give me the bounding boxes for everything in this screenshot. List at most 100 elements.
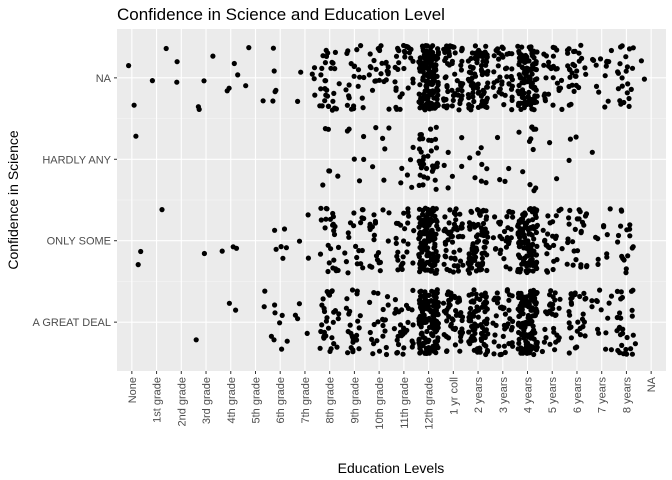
data-point bbox=[351, 73, 357, 79]
data-point bbox=[231, 60, 237, 67]
data-point bbox=[521, 245, 527, 251]
data-point bbox=[491, 69, 497, 75]
data-point bbox=[411, 228, 417, 234]
data-point bbox=[480, 53, 487, 59]
data-point bbox=[478, 145, 484, 151]
data-point bbox=[595, 326, 601, 332]
data-point bbox=[334, 344, 340, 350]
data-point bbox=[402, 226, 408, 232]
data-point bbox=[469, 209, 475, 215]
data-point bbox=[395, 220, 401, 227]
data-point bbox=[550, 102, 556, 108]
data-point bbox=[469, 333, 475, 339]
data-point bbox=[435, 92, 441, 98]
data-point bbox=[345, 230, 351, 236]
data-point bbox=[447, 43, 453, 49]
data-point bbox=[138, 248, 144, 255]
data-point bbox=[371, 321, 377, 328]
data-point bbox=[598, 307, 604, 313]
data-point bbox=[346, 126, 352, 132]
data-point bbox=[430, 333, 436, 339]
data-point bbox=[322, 126, 328, 132]
data-point bbox=[320, 182, 326, 188]
data-point bbox=[431, 68, 437, 74]
data-point bbox=[627, 233, 633, 239]
data-point bbox=[325, 268, 331, 275]
data-point bbox=[393, 53, 400, 59]
data-point bbox=[455, 268, 461, 274]
data-point bbox=[400, 351, 406, 357]
data-point bbox=[472, 175, 478, 181]
data-point bbox=[504, 51, 510, 57]
data-point bbox=[405, 85, 411, 91]
data-point bbox=[432, 177, 438, 183]
data-point bbox=[484, 306, 490, 312]
data-point bbox=[566, 215, 572, 221]
data-point bbox=[451, 249, 457, 255]
data-point bbox=[324, 206, 330, 212]
data-point bbox=[354, 47, 360, 53]
data-point bbox=[491, 351, 497, 357]
data-point bbox=[448, 255, 454, 261]
data-point bbox=[410, 287, 416, 293]
data-point bbox=[421, 246, 427, 252]
data-point bbox=[383, 351, 390, 358]
data-point bbox=[356, 346, 362, 352]
data-point bbox=[604, 58, 610, 64]
data-point bbox=[399, 266, 405, 272]
data-point bbox=[357, 313, 363, 319]
data-point bbox=[417, 82, 423, 88]
data-point bbox=[623, 68, 629, 74]
data-point bbox=[496, 56, 502, 62]
data-point bbox=[434, 338, 441, 344]
data-point bbox=[361, 74, 367, 81]
data-point bbox=[418, 288, 424, 294]
data-point bbox=[577, 293, 583, 300]
data-point bbox=[126, 63, 132, 69]
x-tick-label: 2 years bbox=[473, 377, 485, 414]
data-point bbox=[498, 351, 504, 357]
data-point bbox=[628, 346, 634, 352]
data-point bbox=[433, 231, 439, 237]
data-point bbox=[484, 316, 490, 322]
data-point bbox=[433, 258, 439, 264]
data-point bbox=[375, 290, 381, 296]
data-point bbox=[490, 84, 496, 90]
data-point bbox=[566, 350, 572, 356]
data-point bbox=[557, 85, 564, 91]
data-point bbox=[501, 343, 507, 349]
data-point bbox=[324, 87, 330, 93]
data-point bbox=[481, 301, 487, 307]
data-point bbox=[492, 214, 498, 220]
data-point bbox=[322, 98, 328, 104]
data-point bbox=[473, 233, 480, 240]
data-point bbox=[369, 87, 376, 93]
data-point bbox=[572, 226, 578, 232]
data-point bbox=[617, 350, 623, 356]
data-point bbox=[547, 302, 553, 308]
data-point bbox=[530, 313, 536, 319]
data-point bbox=[376, 260, 382, 266]
data-point bbox=[516, 340, 522, 346]
data-point bbox=[380, 207, 386, 213]
data-point bbox=[558, 77, 565, 83]
data-point bbox=[426, 350, 432, 356]
data-point bbox=[343, 87, 349, 93]
data-point bbox=[409, 344, 415, 350]
data-point bbox=[468, 299, 474, 305]
data-point bbox=[516, 48, 522, 54]
data-point bbox=[386, 210, 392, 216]
data-point bbox=[467, 305, 474, 312]
data-point bbox=[446, 220, 452, 226]
data-point bbox=[519, 44, 525, 50]
data-point bbox=[625, 253, 631, 259]
data-point bbox=[529, 209, 536, 215]
data-point bbox=[628, 86, 634, 92]
data-point bbox=[547, 341, 553, 347]
data-point bbox=[470, 94, 476, 100]
data-point bbox=[405, 220, 411, 226]
data-point bbox=[459, 93, 465, 99]
data-point bbox=[583, 71, 589, 77]
data-point bbox=[517, 59, 523, 65]
data-point bbox=[284, 338, 290, 344]
